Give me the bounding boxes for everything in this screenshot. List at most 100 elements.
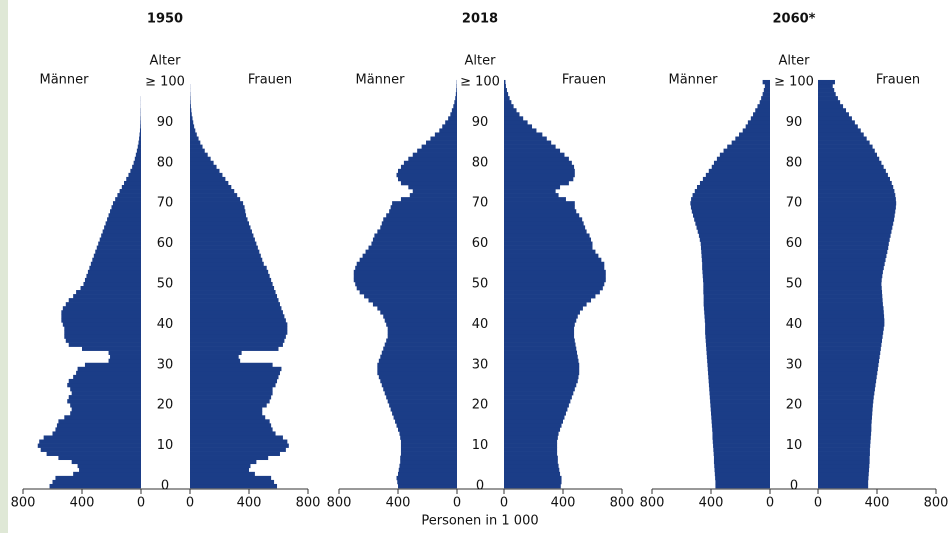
- bar: [504, 479, 562, 485]
- bar: [702, 176, 770, 182]
- bar: [818, 189, 895, 194]
- bar: [400, 455, 457, 461]
- bar: [58, 455, 141, 461]
- bar: [73, 471, 141, 477]
- bar: [124, 180, 141, 186]
- bar: [818, 217, 895, 222]
- bar: [380, 354, 457, 360]
- bar: [504, 403, 569, 408]
- x-axis-label: Personen in 1 000: [421, 514, 538, 529]
- bar: [65, 302, 141, 307]
- bar: [190, 180, 229, 186]
- bar: [190, 322, 288, 327]
- bar: [504, 84, 506, 89]
- bar: [190, 277, 272, 283]
- bar: [400, 164, 457, 170]
- bar: [818, 92, 836, 97]
- bar: [190, 407, 263, 412]
- bar: [77, 463, 141, 469]
- bar: [731, 140, 770, 145]
- age-tick-label: 0: [476, 478, 484, 493]
- bar: [504, 116, 524, 121]
- bar: [818, 185, 894, 190]
- age-tick-label: 60: [472, 236, 489, 251]
- bar: [504, 189, 556, 194]
- bar: [818, 225, 893, 230]
- bar: [700, 241, 770, 246]
- bar: [504, 148, 561, 153]
- bar: [421, 144, 457, 149]
- legend-label: Frauen: [876, 73, 920, 88]
- bar: [701, 253, 770, 259]
- bar: [56, 423, 141, 428]
- bar: [504, 229, 587, 234]
- bar: [504, 290, 600, 295]
- bar: [739, 132, 770, 137]
- bar: [190, 342, 283, 347]
- bar: [504, 277, 606, 283]
- bar: [190, 116, 193, 121]
- bar: [101, 233, 141, 238]
- legend-label: Männer: [668, 73, 718, 88]
- bar: [355, 265, 457, 271]
- bar: [504, 128, 537, 133]
- bar: [504, 475, 562, 481]
- bar: [133, 160, 141, 166]
- bar: [818, 391, 875, 396]
- bar: [190, 148, 205, 153]
- bar: [445, 120, 457, 125]
- bar: [504, 281, 605, 287]
- bar: [380, 378, 457, 384]
- bar: [818, 257, 886, 263]
- bar: [70, 387, 141, 392]
- bar: [818, 120, 855, 125]
- x-tick-label: 400: [386, 496, 411, 511]
- bar: [818, 84, 833, 89]
- bar: [700, 245, 770, 250]
- age-axis-title: Alter: [465, 54, 497, 69]
- bar: [714, 467, 770, 473]
- bar: [753, 112, 770, 117]
- bar: [701, 257, 770, 263]
- x-tick-label: 400: [237, 496, 262, 511]
- bar: [504, 237, 592, 242]
- bar: [504, 112, 520, 117]
- bar: [355, 281, 457, 287]
- bar: [190, 467, 249, 473]
- bar: [398, 176, 457, 182]
- bar: [389, 209, 457, 214]
- bar: [130, 168, 141, 174]
- bar: [190, 176, 226, 182]
- bar: [759, 100, 770, 105]
- bar: [818, 136, 867, 141]
- bar: [426, 140, 457, 145]
- bar: [190, 443, 289, 448]
- bar: [707, 362, 770, 368]
- bar: [190, 463, 251, 469]
- bar: [702, 261, 770, 267]
- bar: [68, 342, 141, 347]
- bar: [190, 370, 280, 376]
- bar: [190, 189, 235, 194]
- bar: [378, 374, 457, 380]
- bar: [504, 455, 558, 461]
- bar: [61, 310, 141, 315]
- bar: [372, 237, 457, 242]
- x-tick-label: 800: [640, 496, 665, 511]
- bar: [818, 459, 870, 465]
- bar: [715, 483, 770, 489]
- bar: [697, 229, 770, 234]
- bar: [701, 249, 770, 254]
- bar: [818, 378, 877, 384]
- age-tick-label: 70: [157, 196, 174, 211]
- bar: [504, 261, 605, 267]
- bar: [504, 346, 577, 351]
- bar: [387, 399, 457, 404]
- bar: [711, 164, 770, 170]
- bar: [190, 156, 211, 162]
- bar: [818, 104, 844, 109]
- bar: [73, 294, 141, 299]
- bar: [386, 338, 457, 343]
- bar: [68, 395, 141, 400]
- bar: [818, 213, 895, 218]
